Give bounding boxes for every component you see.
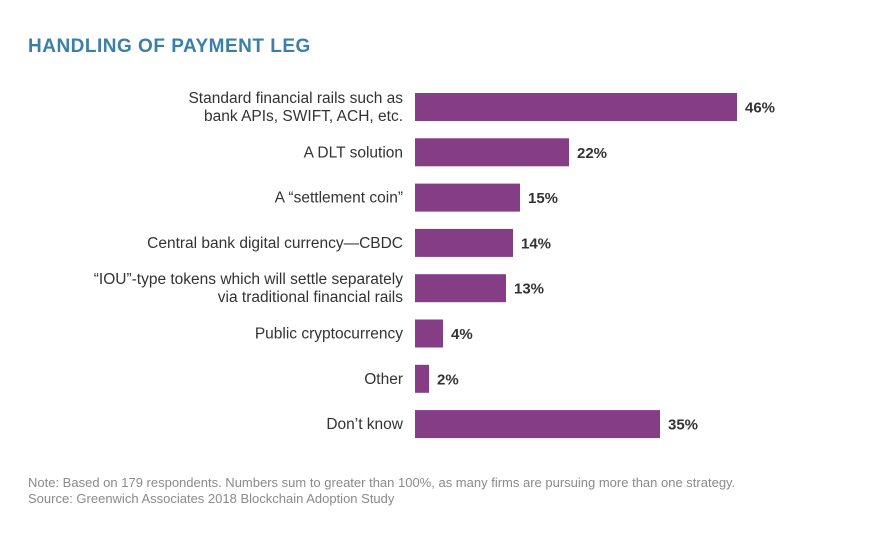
bar-2 — [415, 183, 520, 212]
category-label-7: Don’t know — [326, 416, 403, 433]
bar-1 — [415, 138, 569, 167]
chart-title: HANDLING OF PAYMENT LEG — [28, 36, 311, 57]
value-label-5: 4% — [451, 326, 473, 343]
category-label-6: Other — [364, 371, 403, 388]
value-label-4: 13% — [514, 281, 544, 298]
value-label-7: 35% — [668, 417, 698, 434]
value-label-2: 15% — [528, 190, 558, 207]
category-label-3: Central bank digital currency—CBDC — [147, 235, 403, 252]
bar-6 — [415, 364, 429, 393]
category-label-5: Public cryptocurrency — [255, 326, 403, 343]
category-label-4-line-1: via traditional financial rails — [218, 289, 403, 306]
value-label-3: 14% — [521, 235, 551, 252]
bar-7 — [415, 410, 660, 439]
chart-source: Source: Greenwich Associates 2018 Blockc… — [28, 491, 395, 506]
value-label-6: 2% — [437, 371, 459, 388]
category-label-2: A “settlement coin” — [275, 190, 403, 207]
category-label-4-line-0: “IOU”-type tokens which will settle sepa… — [94, 271, 404, 288]
bar-0 — [415, 93, 737, 121]
bar-3 — [415, 228, 513, 257]
category-label-0-line-0: Standard financial rails such as — [188, 90, 403, 107]
category-label-0-line-1: bank APIs, SWIFT, ACH, etc. — [204, 108, 403, 125]
chart-note: Note: Based on 179 respondents. Numbers … — [28, 475, 736, 490]
bar-5 — [415, 319, 443, 348]
bar-4 — [415, 274, 506, 303]
value-label-0: 46% — [745, 100, 775, 117]
category-label-1: A DLT solution — [304, 144, 403, 161]
value-label-1: 22% — [577, 145, 607, 162]
